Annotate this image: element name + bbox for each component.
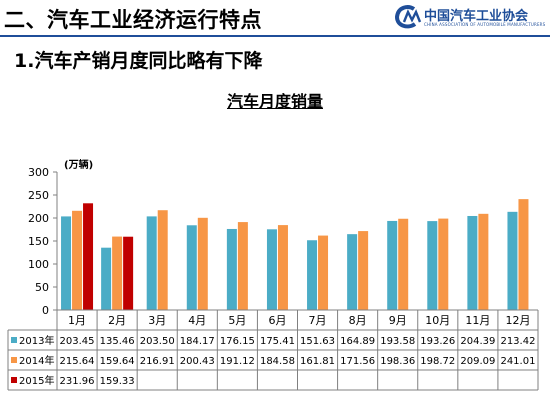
data-label: 203.50: [140, 336, 175, 347]
data-label: 184.58: [260, 356, 295, 367]
legend-swatch-2015年: [11, 377, 17, 383]
data-label: 176.15: [220, 336, 255, 347]
data-label: 135.46: [100, 336, 135, 347]
x-category-label: 2月: [108, 314, 126, 327]
x-category-label: 6月: [268, 314, 286, 327]
data-label: 231.96: [60, 376, 95, 387]
data-label: 161.81: [300, 356, 335, 367]
bar-2013年-5月: [226, 228, 237, 310]
caam-logo-icon: [394, 5, 422, 29]
legend-label: 2015年: [19, 374, 54, 387]
header-bar: 二、汽车工业经济运行特点 中国汽车工业协会 CHINA ASSOCIATION …: [0, 0, 550, 40]
data-label: 213.42: [500, 336, 535, 347]
bar-2014年-8月: [358, 231, 369, 310]
legend-label: 2013年: [19, 334, 54, 347]
data-label: 215.64: [60, 356, 95, 367]
data-label: 203.45: [60, 336, 95, 347]
x-category-label: 7月: [309, 314, 327, 327]
x-category-label: 5月: [228, 314, 246, 327]
data-label: 193.58: [380, 336, 415, 347]
header-title: 二、汽车工业经济运行特点: [4, 8, 262, 32]
legend-swatch-2013年: [11, 337, 17, 343]
logo-name: 中国汽车工业协会: [424, 9, 529, 24]
caam-logo: 中国汽车工业协会 CHINA ASSOCIATION OF AUTOMOBILE…: [394, 4, 546, 32]
bar-2013年-4月: [186, 225, 197, 310]
data-label: 198.72: [420, 356, 455, 367]
bar-2013年-10月: [427, 221, 438, 310]
bar-2013年-2月: [101, 247, 112, 310]
bar-2014年-3月: [157, 210, 168, 310]
y-tick-label: 200: [28, 212, 49, 225]
data-label: 209.09: [460, 356, 495, 367]
logo-subtitle: CHINA ASSOCIATION OF AUTOMOBILE MANUFACT…: [424, 22, 546, 27]
bar-2013年-11月: [467, 215, 478, 310]
bar-2013年-9月: [387, 220, 398, 310]
bar-2014年-6月: [277, 225, 288, 310]
y-tick-label: 0: [42, 304, 49, 317]
bar-2015年-1月: [83, 203, 94, 310]
data-label: 200.43: [180, 356, 215, 367]
x-category-label: 3月: [148, 314, 166, 327]
bar-2013年-12月: [507, 211, 518, 310]
data-label: 216.91: [140, 356, 175, 367]
data-label: 191.12: [220, 356, 255, 367]
bar-2014年-12月: [518, 199, 529, 310]
bar-2014年-9月: [398, 218, 409, 310]
bar-2014年-10月: [438, 218, 449, 310]
bar-2014年-7月: [318, 235, 329, 310]
data-label: 175.41: [260, 336, 295, 347]
y-tick-label: 300: [28, 166, 49, 179]
bar-2014年-4月: [197, 217, 208, 310]
data-label: 198.36: [380, 356, 415, 367]
bar-2014年-1月: [72, 210, 83, 310]
y-tick-label: 250: [28, 189, 49, 202]
x-category-label: 9月: [389, 314, 407, 327]
bar-2013年-6月: [266, 229, 277, 310]
legend-label: 2014年: [19, 354, 54, 367]
bar-2014年-11月: [478, 213, 489, 310]
y-unit-label: (万辆): [64, 158, 93, 171]
data-label: 241.01: [500, 356, 535, 367]
x-category-label: 8月: [349, 314, 367, 327]
bar-2013年-8月: [347, 234, 358, 310]
data-label: 184.17: [180, 336, 215, 347]
data-label: 159.33: [100, 376, 135, 387]
x-category-label: 10月: [425, 314, 450, 327]
data-label: 204.39: [460, 336, 495, 347]
data-label: 193.26: [420, 336, 455, 347]
chart-title: 汽车月度销量: [226, 92, 323, 111]
x-category-label: 4月: [188, 314, 206, 327]
y-tick-label: 50: [35, 281, 49, 294]
data-label: 151.63: [300, 336, 335, 347]
y-tick-label: 100: [28, 258, 49, 271]
bar-2013年-1月: [61, 216, 72, 310]
y-tick-label: 150: [28, 235, 49, 248]
section-heading: 1.汽车产销月度同比略有下降: [14, 50, 263, 72]
data-label: 159.64: [100, 356, 135, 367]
header-divider: [0, 35, 550, 37]
x-category-label: 12月: [505, 314, 530, 327]
legend-swatch-2014年: [11, 357, 17, 363]
bar-2015年-2月: [123, 236, 134, 310]
data-label: 164.89: [340, 336, 375, 347]
bar-2014年-2月: [112, 236, 123, 310]
data-label: 171.56: [340, 356, 375, 367]
x-category-label: 11月: [465, 314, 490, 327]
x-category-label: 1月: [68, 314, 86, 327]
bar-2014年-5月: [237, 222, 248, 310]
bar-2013年-3月: [146, 216, 157, 310]
bar-2013年-7月: [307, 240, 318, 310]
